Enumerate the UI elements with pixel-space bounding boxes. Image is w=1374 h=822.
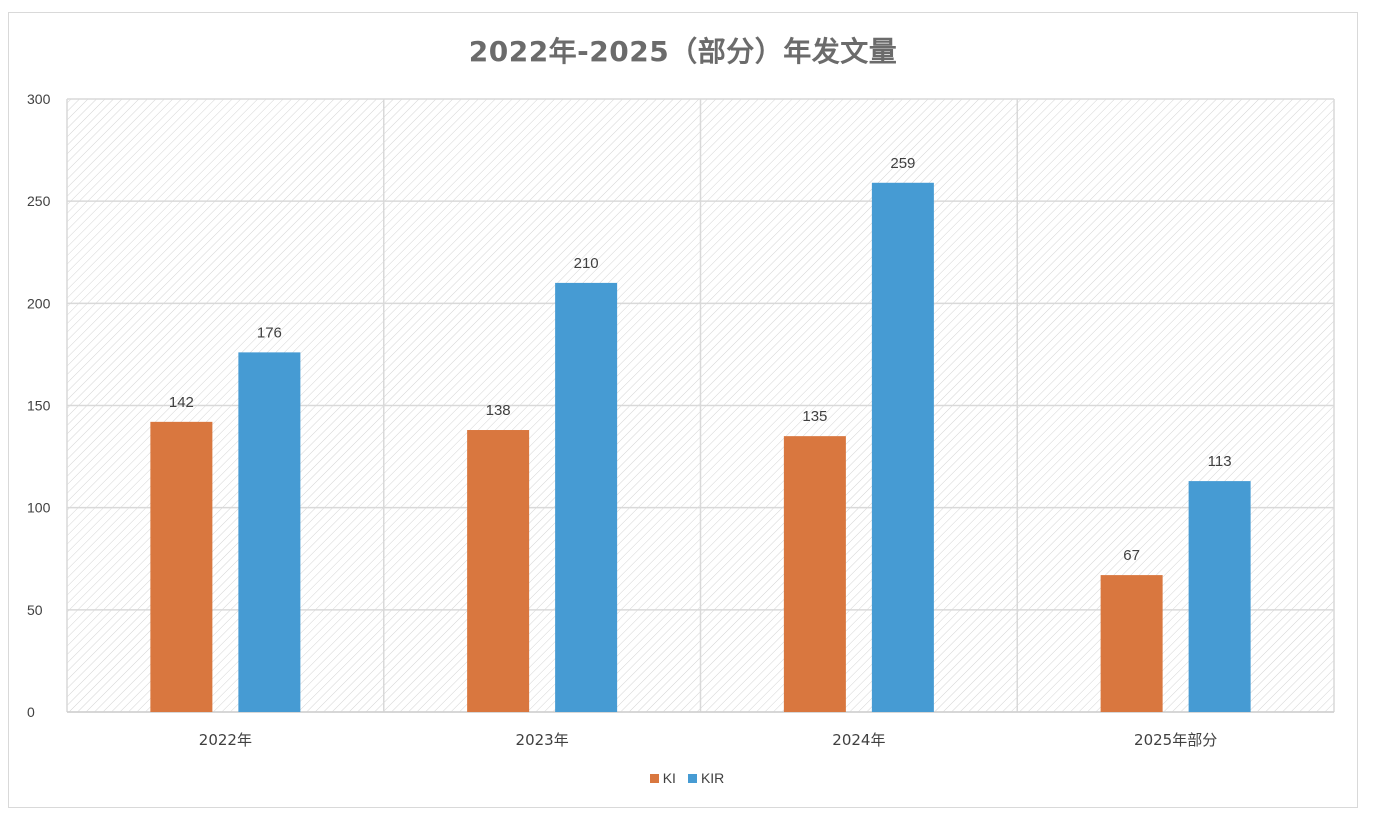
x-tick-label: 2025年部分 xyxy=(1134,731,1217,749)
data-label: 176 xyxy=(257,324,282,341)
data-label: 210 xyxy=(574,255,599,272)
y-tick-label: 100 xyxy=(27,500,51,516)
y-tick-label: 300 xyxy=(27,91,51,107)
legend: KI KIR xyxy=(0,770,1374,786)
data-label: 142 xyxy=(169,394,194,411)
legend-swatch xyxy=(649,773,659,783)
data-label: 138 xyxy=(486,402,511,419)
y-tick-label: 0 xyxy=(27,704,35,720)
y-tick-label: 200 xyxy=(27,295,51,311)
x-tick-label: 2024年 xyxy=(832,731,885,749)
y-tick-label: 50 xyxy=(27,602,43,618)
bar-ki-3 xyxy=(1100,575,1163,712)
labels: 0 50 100 150 200 250 300 142 176 2022年 138 210 2023年… xyxy=(27,91,1232,749)
x-tick-label: 2023年 xyxy=(516,731,569,749)
bar-kir-1 xyxy=(555,282,618,712)
bar-kir-2 xyxy=(871,182,934,712)
legend-label: KIR xyxy=(700,770,725,786)
legend-swatch xyxy=(687,773,697,783)
data-label: 113 xyxy=(1208,453,1232,470)
data-label: 135 xyxy=(802,408,827,425)
legend-item-kir: KIR xyxy=(687,770,725,786)
chart-title: 2022年-2025（部分）年发文量 xyxy=(468,35,898,68)
y-tick-label: 150 xyxy=(27,398,51,414)
bar-kir-3 xyxy=(1188,481,1251,712)
legend-item-ki: KI xyxy=(649,770,676,786)
bars xyxy=(150,182,1251,712)
legend-label: KI xyxy=(662,770,676,786)
y-tick-label: 250 xyxy=(27,193,51,209)
data-label: 259 xyxy=(890,155,915,172)
bar-kir-0 xyxy=(238,352,301,712)
bar-ki-1 xyxy=(467,430,530,712)
bar-ki-0 xyxy=(150,421,213,712)
bar-ki-2 xyxy=(783,436,846,712)
x-tick-label: 2022年 xyxy=(199,731,252,749)
data-label: 67 xyxy=(1123,547,1140,564)
